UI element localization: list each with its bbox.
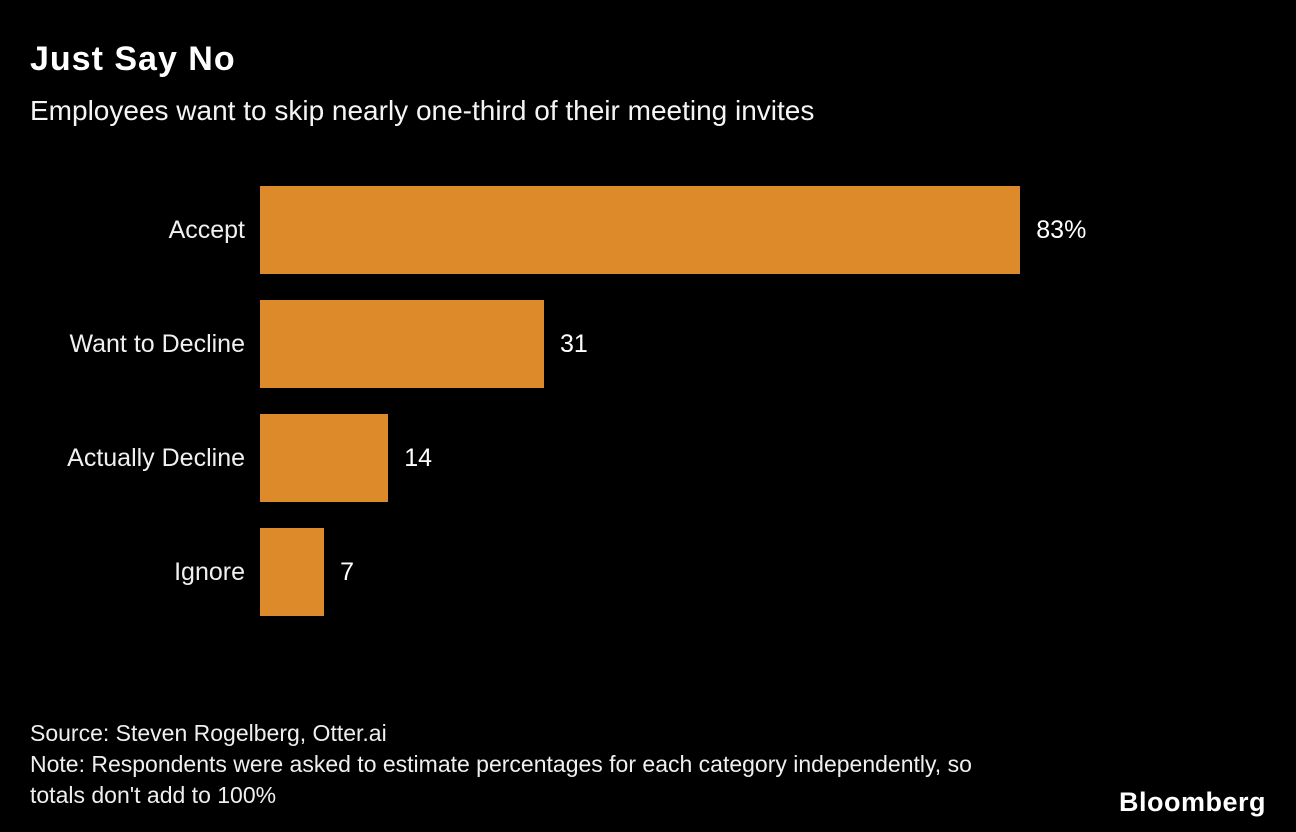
bar-value: 31: [559, 329, 588, 358]
bar: [260, 528, 325, 616]
chart-title: Just Say No: [30, 40, 236, 78]
bar-value: 83%: [1036, 215, 1087, 244]
chart-subtitle: Employees want to skip nearly one-third …: [30, 95, 815, 126]
bar: [260, 186, 1021, 274]
bar-label: Accept: [168, 215, 245, 244]
bar-chart: Accept 83% Want to Decline 31 Actually D…: [30, 186, 1176, 642]
source-text: Source: Steven Rogelberg, Otter.ai: [30, 720, 387, 746]
bloomberg-logo: Bloomberg: [1118, 787, 1266, 817]
bar-row: Accept 83%: [30, 186, 1176, 274]
bar-row: Ignore 7: [30, 528, 1176, 616]
bar-value: 14: [404, 443, 433, 472]
bar: [260, 414, 389, 502]
bar-row: Actually Decline 14: [30, 414, 1176, 502]
bar-label: Want to Decline: [69, 329, 245, 358]
bar-value: 7: [340, 557, 355, 586]
bar-label: Ignore: [174, 557, 245, 586]
chart-header: Just Say No Employees want to skip nearl…: [30, 40, 1266, 127]
chart-footer: Source: Steven Rogelberg, Otter.ai Note:…: [30, 718, 990, 811]
bar-label: Actually Decline: [67, 443, 245, 472]
bar-track: 31: [260, 300, 1176, 388]
bar-track: 7: [260, 528, 1176, 616]
bar: [260, 300, 544, 388]
note-text: Note: Respondents were asked to estimate…: [30, 751, 972, 808]
bar-track: 83%: [260, 186, 1176, 274]
bar-track: 14: [260, 414, 1176, 502]
bar-row: Want to Decline 31: [30, 300, 1176, 388]
